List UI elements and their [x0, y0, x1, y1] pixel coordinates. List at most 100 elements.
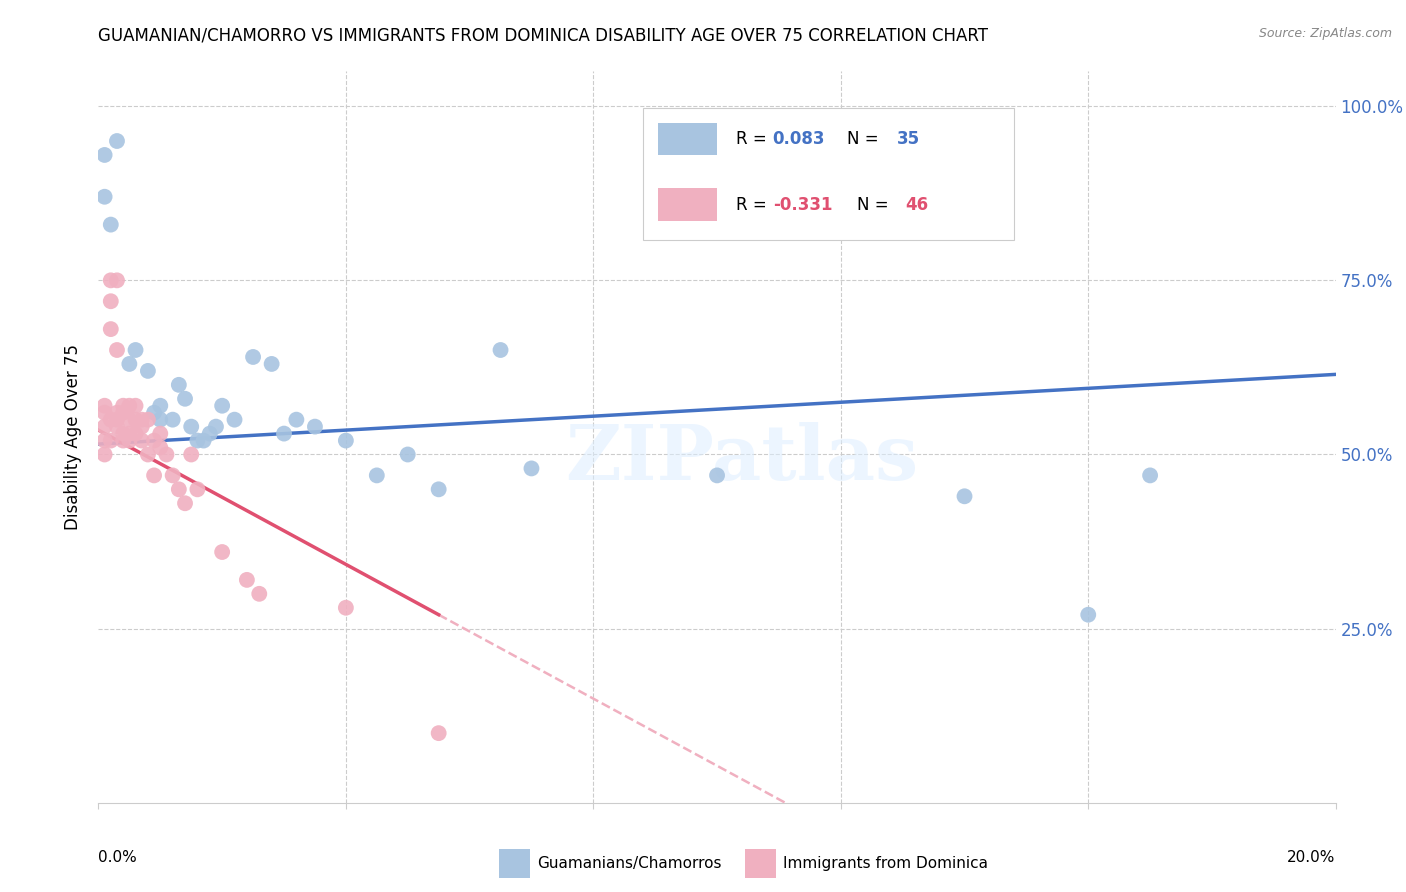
Text: -0.331: -0.331 — [773, 196, 832, 214]
Point — [93, 406, 115, 420]
Text: N =: N = — [846, 129, 884, 148]
Point — [124, 399, 146, 413]
Point — [100, 412, 122, 426]
Point — [124, 426, 146, 441]
Point — [100, 273, 122, 287]
Point — [93, 419, 115, 434]
Point — [105, 134, 128, 148]
Point — [118, 399, 141, 413]
Point — [118, 357, 141, 371]
Point — [1077, 607, 1099, 622]
Text: 0.0%: 0.0% — [98, 850, 138, 865]
Point — [112, 434, 135, 448]
Point — [100, 294, 122, 309]
FancyBboxPatch shape — [643, 108, 1014, 240]
Text: 20.0%: 20.0% — [1288, 850, 1336, 865]
Point — [180, 448, 202, 462]
Point — [105, 419, 128, 434]
Point — [193, 434, 215, 448]
Point — [100, 434, 122, 448]
Point — [93, 434, 115, 448]
Point — [489, 343, 512, 357]
Point — [242, 350, 264, 364]
Point — [247, 587, 270, 601]
Text: 0.083: 0.083 — [773, 129, 825, 148]
Point — [211, 399, 233, 413]
Point — [335, 600, 357, 615]
Point — [118, 434, 141, 448]
Point — [224, 412, 246, 426]
Point — [174, 496, 197, 510]
Text: 35: 35 — [897, 129, 920, 148]
Point — [335, 434, 357, 448]
Point — [304, 419, 326, 434]
Point — [136, 412, 159, 426]
Point — [118, 426, 141, 441]
Point — [186, 434, 208, 448]
Point — [100, 322, 122, 336]
Point — [93, 190, 115, 204]
Point — [427, 726, 450, 740]
Point — [180, 419, 202, 434]
Point — [124, 343, 146, 357]
Point — [143, 468, 166, 483]
Point — [273, 426, 295, 441]
Text: GUAMANIAN/CHAMORRO VS IMMIGRANTS FROM DOMINICA DISABILITY AGE OVER 75 CORRELATIO: GUAMANIAN/CHAMORRO VS IMMIGRANTS FROM DO… — [98, 27, 988, 45]
Point — [155, 448, 177, 462]
Point — [93, 148, 115, 162]
Point — [105, 273, 128, 287]
Point — [105, 343, 128, 357]
Point — [131, 434, 153, 448]
Text: 46: 46 — [905, 196, 928, 214]
Text: Guamanians/Chamorros: Guamanians/Chamorros — [537, 856, 721, 871]
Point — [143, 434, 166, 448]
Point — [205, 419, 228, 434]
Y-axis label: Disability Age Over 75: Disability Age Over 75 — [65, 344, 83, 530]
Point — [186, 483, 208, 497]
Point — [260, 357, 283, 371]
Point — [149, 441, 172, 455]
Point — [149, 399, 172, 413]
Point — [167, 483, 190, 497]
Point — [706, 468, 728, 483]
Point — [198, 426, 221, 441]
Point — [396, 448, 419, 462]
Point — [285, 412, 308, 426]
Point — [520, 461, 543, 475]
Point — [118, 412, 141, 426]
Point — [236, 573, 259, 587]
Point — [211, 545, 233, 559]
Point — [105, 406, 128, 420]
Point — [427, 483, 450, 497]
Text: R =: R = — [735, 196, 772, 214]
Point — [105, 412, 128, 426]
Point — [149, 412, 172, 426]
Point — [112, 406, 135, 420]
Point — [162, 468, 184, 483]
Point — [93, 399, 115, 413]
FancyBboxPatch shape — [658, 188, 717, 221]
Point — [100, 218, 122, 232]
Point — [93, 448, 115, 462]
Point — [366, 468, 388, 483]
Point — [143, 406, 166, 420]
Point — [162, 412, 184, 426]
Point — [953, 489, 976, 503]
Point — [124, 412, 146, 426]
Text: ZIPatlas: ZIPatlas — [565, 422, 918, 496]
Point — [149, 426, 172, 441]
Point — [136, 448, 159, 462]
Point — [167, 377, 190, 392]
Point — [131, 419, 153, 434]
FancyBboxPatch shape — [658, 122, 717, 155]
Point — [136, 364, 159, 378]
Point — [112, 399, 135, 413]
Point — [112, 426, 135, 441]
Text: Immigrants from Dominica: Immigrants from Dominica — [783, 856, 988, 871]
Text: N =: N = — [856, 196, 894, 214]
Point — [131, 412, 153, 426]
Point — [174, 392, 197, 406]
Text: R =: R = — [735, 129, 772, 148]
Text: Source: ZipAtlas.com: Source: ZipAtlas.com — [1258, 27, 1392, 40]
Point — [1139, 468, 1161, 483]
